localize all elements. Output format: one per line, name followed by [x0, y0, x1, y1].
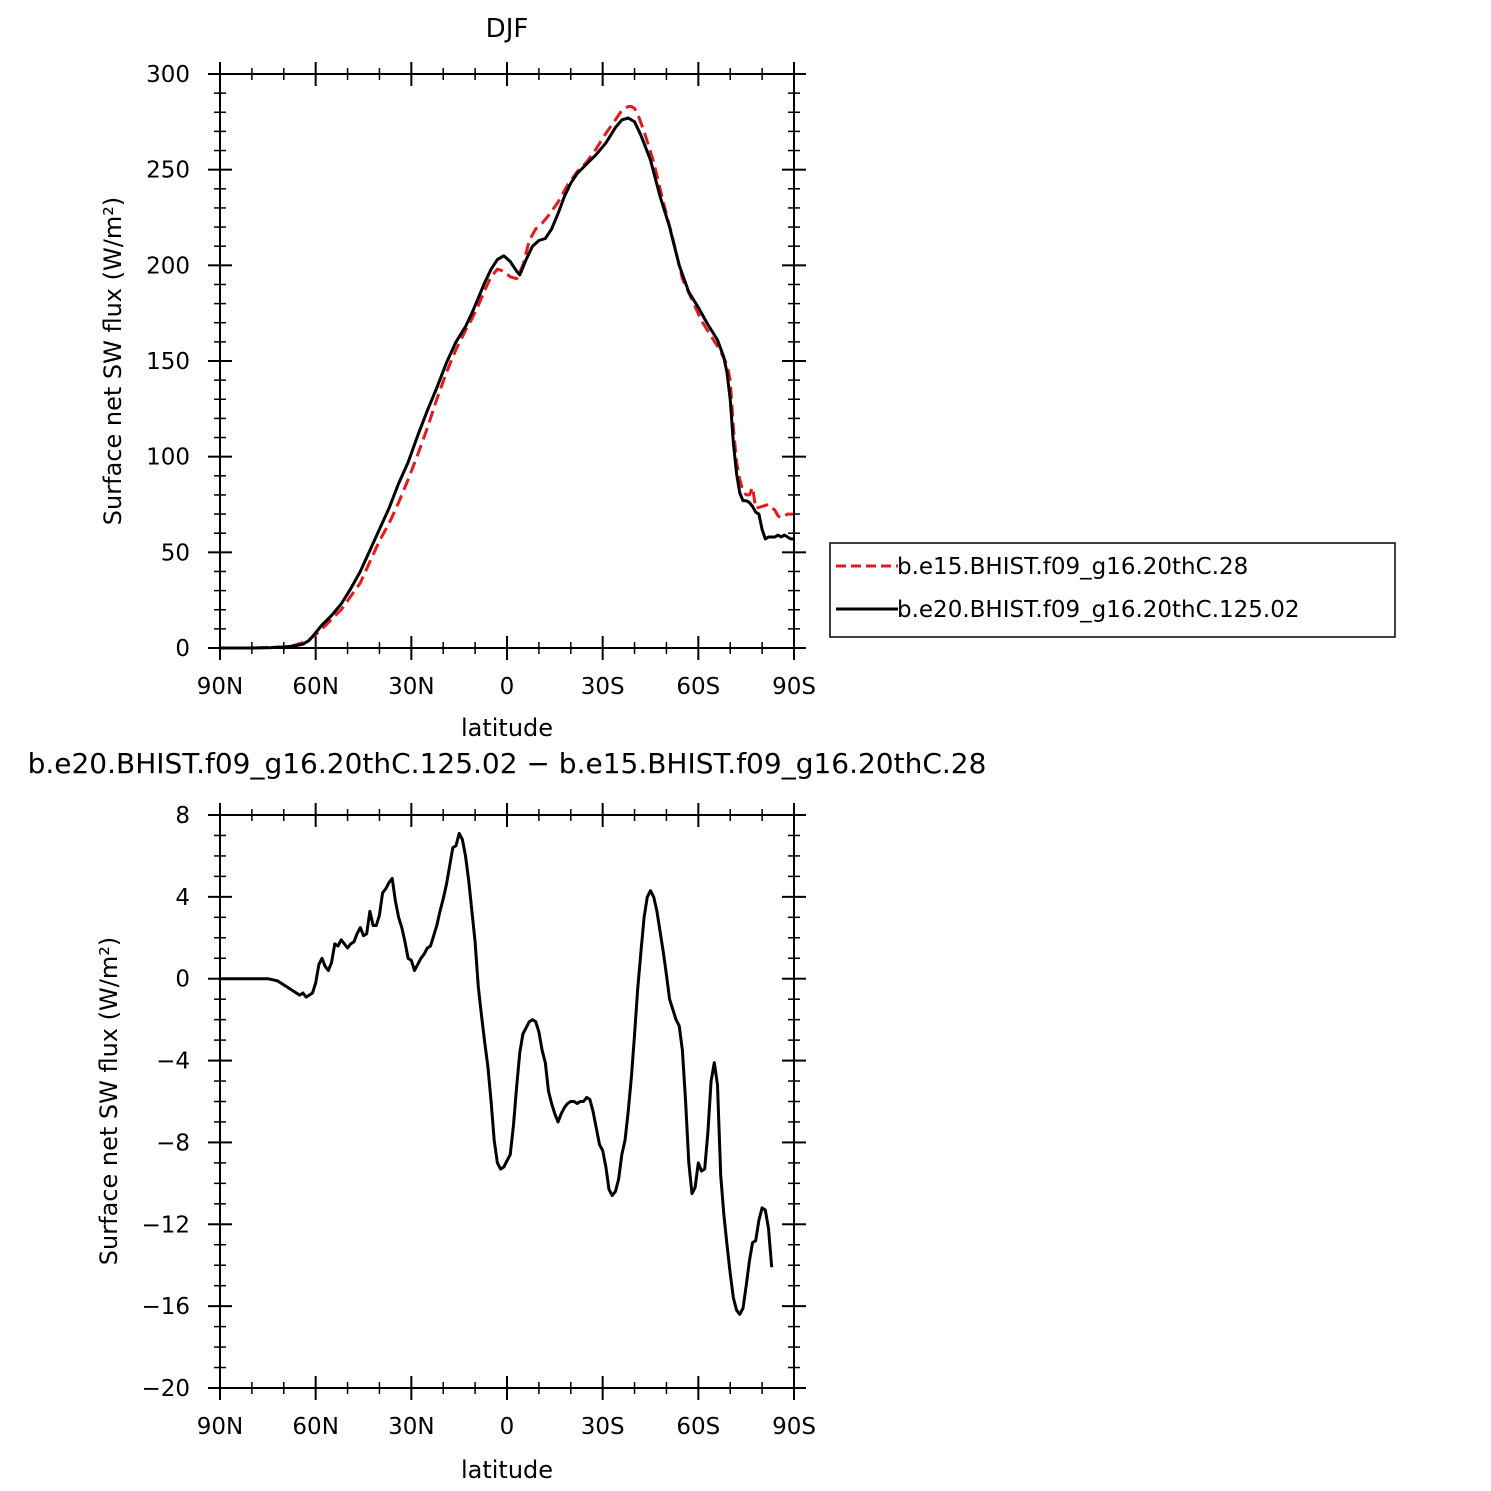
top-y-axis-label: Surface net SW flux (W/m²): [99, 197, 127, 525]
bottom-y-tick-label: −4: [156, 1049, 190, 1075]
bottom-x-tick-label: 90N: [197, 1414, 243, 1440]
top-y-tick-label: 50: [161, 540, 190, 566]
top-x-tick-label: 0: [500, 674, 515, 700]
bottom-x-tick-label: 0: [500, 1414, 515, 1440]
bottom-y-tick-label: −12: [141, 1212, 190, 1238]
top-plot-frame: [219, 73, 795, 649]
legend: b.e15.BHIST.f09_g16.20thC.28 b.e20.BHIST…: [829, 542, 1396, 638]
top-series-line-1: [220, 105, 794, 650]
legend-box: [829, 542, 1396, 638]
top-panel: DJF 90N 60N 30N 0 30S 60S 90S 0 50 100 150 200 250 30…: [99, 14, 816, 742]
top-y-tick-label: 250: [146, 158, 190, 184]
bottom-x-tick-label: 30S: [581, 1414, 625, 1440]
bottom-x-tick-label: 60N: [292, 1414, 338, 1440]
top-series-line-2: [220, 116, 794, 650]
top-y-tick-label: 300: [146, 62, 190, 88]
legend-label-e20: b.e20.BHIST.f09_g16.20thC.125.02: [897, 597, 1299, 623]
top-x-axis-label: latitude: [461, 714, 553, 742]
bottom-y-axis-label: Surface net SW flux (W/m²): [95, 937, 123, 1265]
top-x-tick-label: 90N: [197, 674, 243, 700]
bottom-plot-frame: [219, 814, 795, 1389]
top-plot-content: 90N 60N 30N 0 30S 60S 90S 0 50 100 150 200 250 300: [146, 62, 816, 700]
bottom-x-tick-label: 90S: [772, 1414, 816, 1440]
bottom-series-line-1: [220, 831, 774, 1316]
bottom-y-tick-label: −8: [156, 1130, 190, 1156]
bottom-y-tick-label: −20: [141, 1376, 190, 1402]
bottom-title: b.e20.BHIST.f09_g16.20thC.125.02 − b.e15…: [28, 747, 987, 780]
bottom-x-tick-label: 30N: [388, 1414, 434, 1440]
legend-label-e15: b.e15.BHIST.f09_g16.20thC.28: [897, 554, 1248, 580]
top-x-tick-label: 30S: [581, 674, 625, 700]
top-x-tick-label: 30N: [388, 674, 434, 700]
top-x-tick-label: 90S: [772, 674, 816, 700]
top-x-tick-label: 60N: [292, 674, 338, 700]
bottom-panel: b.e20.BHIST.f09_g16.20thC.125.02 − b.e15…: [28, 747, 987, 1484]
bottom-y-tick-label: 8: [175, 803, 190, 829]
top-y-tick-label: 150: [146, 349, 190, 375]
bottom-y-tick-label: 4: [175, 885, 190, 911]
top-y-tick-label: 100: [146, 445, 190, 471]
bottom-plot-content: 90N 60N 30N 0 30S 60S 90S −20 −16 −12 −8 −4 0 4 8: [141, 803, 816, 1440]
top-title: DJF: [486, 14, 529, 44]
bottom-y-tick-label: −16: [141, 1294, 190, 1320]
top-y-tick-label: 0: [175, 636, 190, 662]
bottom-y-tick-label: 0: [175, 967, 190, 993]
top-x-tick-label: 60S: [676, 674, 720, 700]
bottom-x-axis-label: latitude: [461, 1456, 553, 1484]
top-y-tick-label: 200: [146, 253, 190, 279]
bottom-x-tick-label: 60S: [676, 1414, 720, 1440]
